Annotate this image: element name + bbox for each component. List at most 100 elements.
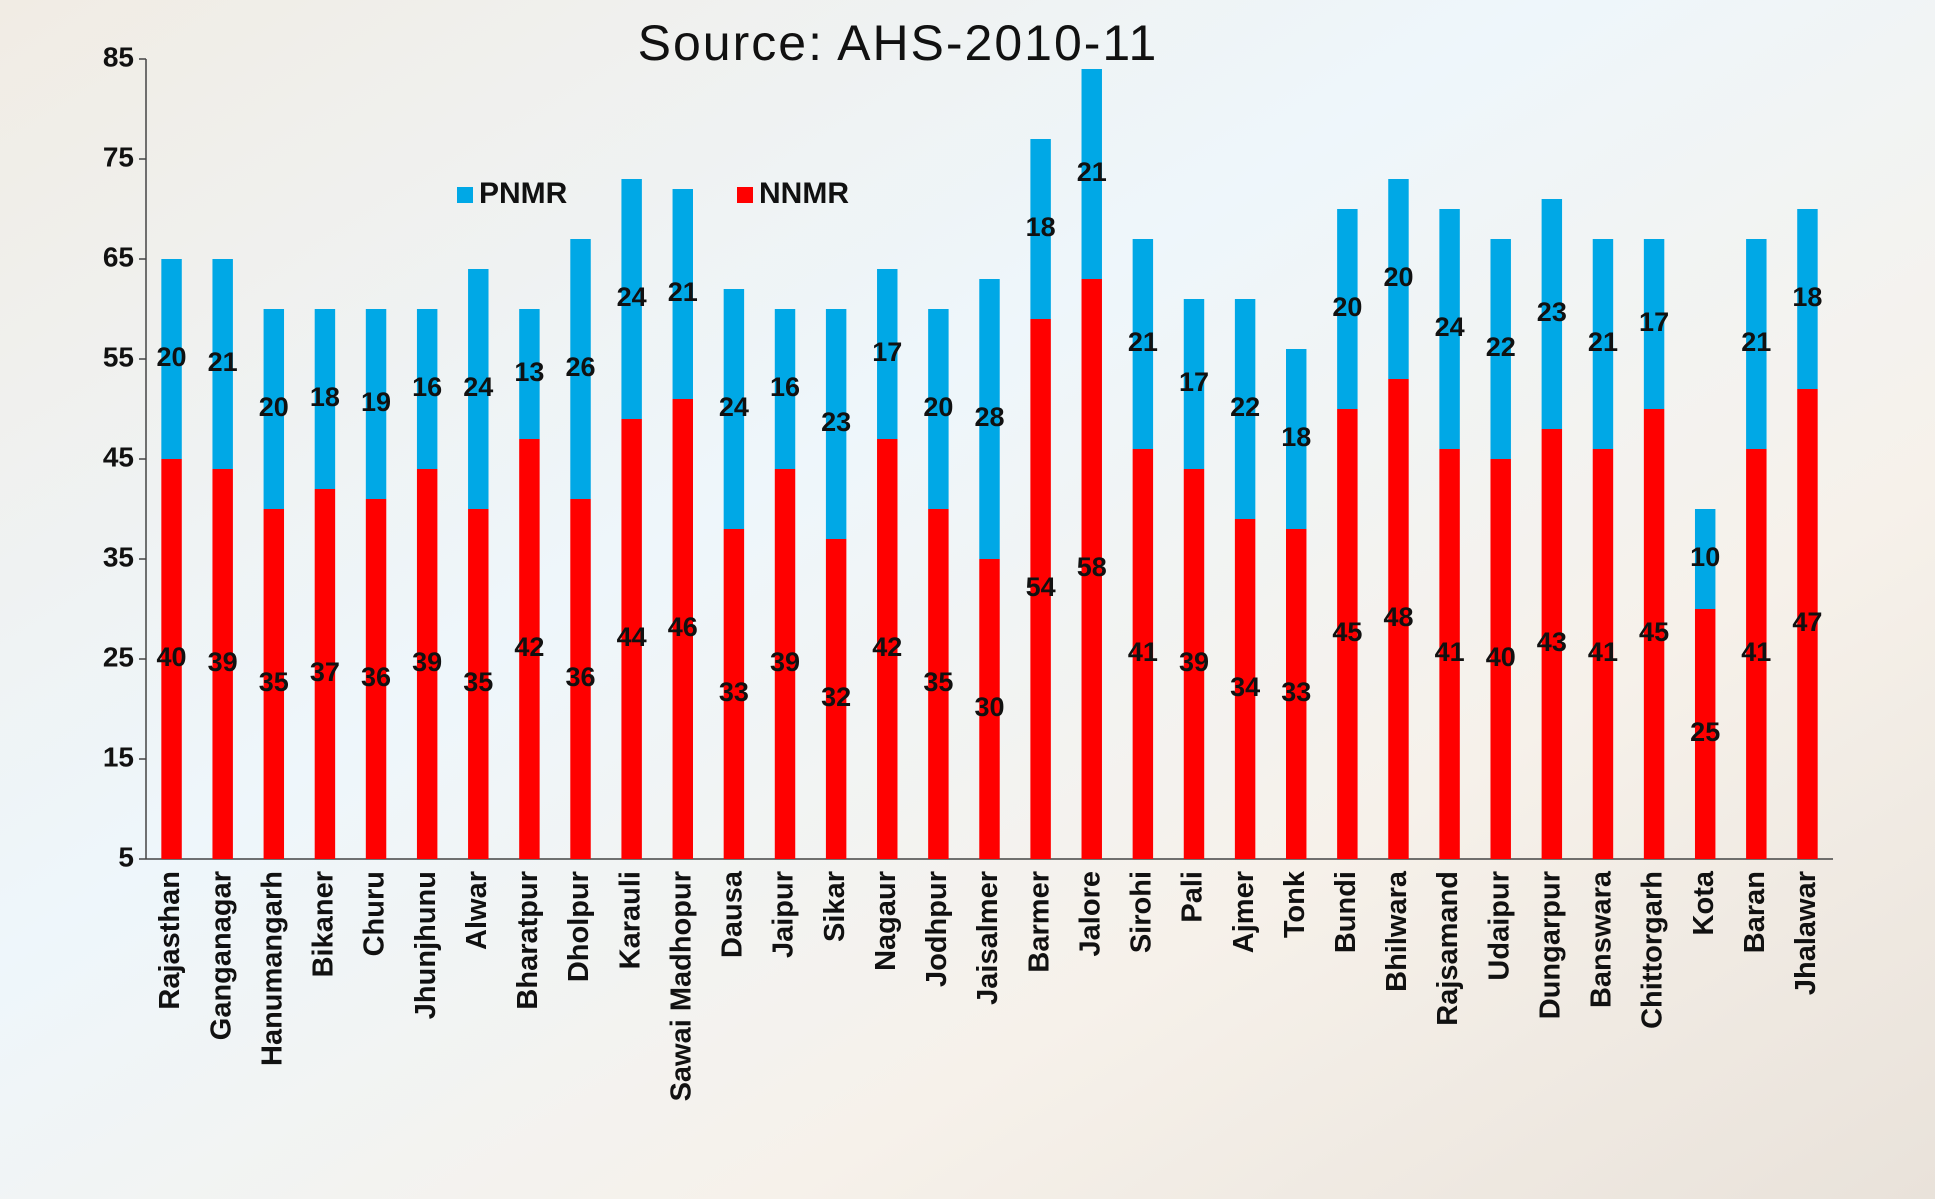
x-tick-label: Nagaur [870, 871, 902, 971]
bar-segment [1694, 609, 1716, 859]
x-tick-label: Udaipur [1483, 871, 1515, 981]
data-label: 32 [821, 682, 851, 712]
bar-segment [1337, 409, 1358, 859]
data-label: 20 [923, 392, 953, 422]
bar-segment [672, 189, 693, 399]
data-label: 18 [310, 382, 340, 412]
bar-segment [1746, 239, 1767, 449]
data-label: 24 [1435, 312, 1465, 342]
x-tick-label: Karauli [614, 871, 646, 969]
x-tick-label: Jhunjhunu [410, 871, 442, 1019]
x-tick-label: Jhalawar [1790, 871, 1822, 995]
data-label: 22 [1230, 392, 1260, 422]
bar-segment [519, 309, 540, 439]
y-tick-label: 45 [103, 441, 134, 472]
data-label: 24 [463, 372, 493, 402]
bar-segment [416, 309, 438, 469]
bar-segment [519, 439, 540, 859]
bar-segment [1490, 239, 1511, 459]
data-label: 21 [1077, 157, 1107, 187]
bar-segment [212, 469, 233, 859]
x-tick-label: Bikaner [308, 871, 340, 977]
x-tick-label: Dholpur [563, 871, 595, 982]
data-label: 36 [361, 662, 391, 692]
x-tick-label: Ganganagar [205, 871, 237, 1040]
bar-segment [1746, 449, 1767, 859]
bar-segment [263, 309, 285, 509]
data-label: 10 [1690, 542, 1720, 572]
bar-segment [621, 419, 642, 859]
legend-label: NNMR [759, 177, 849, 210]
bar-segment [1643, 409, 1665, 859]
bar-segment [1643, 239, 1665, 409]
data-label: 18 [1792, 282, 1822, 312]
x-tick-label: Barmer [1023, 871, 1055, 973]
x-tick-label: Bhilwara [1381, 870, 1413, 992]
data-label: 18 [1026, 212, 1056, 242]
bar-segment [1388, 179, 1409, 379]
bar-segment [365, 309, 387, 499]
y-tick-label: 65 [103, 241, 134, 272]
data-label: 42 [514, 632, 544, 662]
x-tick-label: Dausa [717, 870, 749, 958]
y-tick-label: 55 [103, 341, 134, 372]
data-label: 30 [974, 692, 1004, 722]
legend-label: PNMR [479, 177, 568, 210]
x-tick-label: Rajsamand [1432, 871, 1464, 1026]
bar-segment [1234, 519, 1256, 859]
legend: NNMR PNMR [457, 177, 849, 210]
data-label: 35 [259, 667, 289, 697]
data-label: 21 [208, 347, 238, 377]
data-label: 28 [974, 402, 1004, 432]
bar-segment [1286, 349, 1307, 529]
x-tick-label: Tonk [1279, 870, 1311, 938]
data-label: 37 [310, 657, 340, 687]
bar-segment [877, 269, 898, 439]
bar-segment [212, 259, 233, 469]
x-tick-label: Sikar [819, 871, 851, 942]
bar-segment [774, 469, 796, 859]
legend-swatch [737, 187, 753, 203]
x-tick-label: Bharatpur [512, 871, 544, 1010]
data-label: 58 [1077, 552, 1107, 582]
data-label: 18 [1281, 422, 1311, 452]
data-label: 21 [1128, 327, 1158, 357]
data-label: 21 [1588, 327, 1618, 357]
bar-segment [1132, 239, 1154, 449]
data-label: 40 [1486, 642, 1516, 672]
bar-segment [1183, 299, 1205, 469]
bar-segment [1797, 389, 1818, 859]
data-label: 35 [923, 667, 953, 697]
data-label: 41 [1435, 637, 1465, 667]
x-tick-label: Jalore [1074, 871, 1106, 956]
bar-segment [928, 509, 949, 859]
bar-segment [672, 399, 693, 859]
bar-segment [1081, 279, 1102, 859]
y-tick-label: 85 [103, 41, 134, 72]
x-tick-label: Banswara [1586, 870, 1618, 1008]
bar-segment [825, 309, 847, 539]
x-tick-label: Bundi [1330, 871, 1362, 953]
bar-segment [1490, 459, 1511, 859]
x-tick-label: Churu [359, 871, 391, 956]
data-label: 39 [1179, 647, 1209, 677]
y-tick-label: 35 [103, 541, 134, 572]
bar-segment [314, 489, 336, 859]
data-label: 23 [821, 407, 851, 437]
bar-segment [1592, 239, 1614, 449]
y-tick-label: 25 [103, 641, 134, 672]
bar-segment [570, 239, 591, 499]
data-label: 46 [668, 612, 698, 642]
data-label: 40 [157, 642, 187, 672]
data-label: 41 [1588, 637, 1618, 667]
data-label: 45 [1332, 617, 1362, 647]
bar-segment [1081, 69, 1102, 279]
data-label: 22 [1486, 332, 1516, 362]
x-tick-label: Pali [1177, 871, 1209, 923]
bar-segment [723, 289, 745, 529]
data-label: 35 [463, 667, 493, 697]
bar-segment [468, 509, 489, 859]
bar-segment [723, 529, 745, 859]
bar-segment [979, 279, 1000, 559]
